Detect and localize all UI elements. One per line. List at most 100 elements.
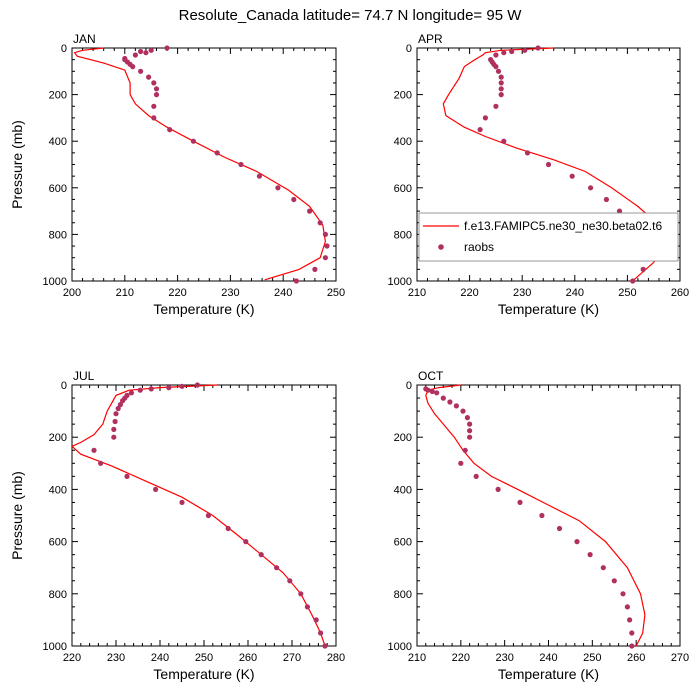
panel-oct-obs-point (467, 421, 473, 427)
panel-apr-xtick-label: 260 (671, 287, 689, 299)
panel-jul-obs-point (148, 386, 154, 392)
panel-apr-ytick-label: 800 (394, 229, 412, 241)
panel-jul-ytick-label: 600 (49, 537, 67, 549)
legend-obs-label: raobs (464, 240, 494, 254)
panel-jul-obs-point (225, 525, 231, 532)
panel-jul-obs-point (91, 447, 97, 453)
panel-apr-obs-point (498, 86, 504, 92)
panel-jan-label: JAN (73, 32, 96, 46)
panel-jan-obs-point (151, 103, 157, 109)
panel-apr-obs-point (498, 74, 504, 80)
panel-jan-obs-point (143, 50, 149, 56)
panel-jul-xtick-label: 260 (239, 652, 257, 664)
panel-jul-frame (71, 384, 337, 647)
panel-jul-obs-point (298, 591, 304, 597)
panel-apr-obs-point (509, 48, 515, 55)
panel-jul-obs-point (274, 565, 280, 571)
panel-oct-obs-point (453, 403, 459, 409)
panel-jan-obs-point (164, 45, 170, 51)
panel-apr-obs-point (545, 161, 552, 168)
panel-jan-xlabel: Temperature (K) (153, 301, 254, 317)
panel-oct-obs-point (627, 617, 633, 623)
panel-jul-obs-point (194, 382, 200, 388)
panel-jan: 200 210 220 230 240 250 0 200 400 600 800 1000 JAN Te… (9, 32, 345, 317)
panel-oct-obs-point (600, 565, 606, 571)
panel-jan-obs-point (146, 74, 152, 80)
panel-jul-xtick-label: 250 (195, 652, 213, 664)
panel-apr-obs-point (569, 173, 575, 179)
panel-jan-ytick-label: 400 (49, 136, 67, 148)
panel-jan-xtick-label: 200 (63, 287, 81, 299)
panel-apr-obs-point (522, 47, 528, 53)
panel-oct-ytick-label: 0 (406, 380, 412, 392)
panel-jan-obs-point (151, 80, 157, 86)
panel-apr-obs-point (535, 45, 541, 51)
panel-jul-obs-point (313, 617, 319, 623)
panel-apr-obs-point (495, 68, 502, 74)
panel-oct-obs-point (624, 604, 631, 610)
panel-apr-obs-point (498, 80, 504, 86)
panel-jan-obs-point (324, 243, 330, 249)
panel-jul-obs-point (179, 383, 185, 389)
panel-apr-obs-point (524, 150, 531, 156)
panel-apr-xtick-label: 240 (566, 287, 584, 299)
panel-jan-ytick-label: 1000 (43, 276, 67, 288)
legend-obs-swatch (438, 244, 444, 250)
panel-jul-obs-point (98, 460, 104, 466)
panel-jan-ytick-label: 0 (61, 43, 67, 55)
panel-jan-ytick-label: 800 (49, 229, 67, 241)
panel-oct-obs-point (539, 512, 545, 519)
panel-jan-xtick-label: 210 (116, 287, 134, 299)
panel-jan-obs-point (148, 47, 154, 53)
panel-oct-obs-point (629, 630, 635, 636)
panel-jan-xtick-label: 220 (168, 287, 186, 299)
panel-apr-obs-point (493, 52, 499, 58)
panel-oct: 210 220 230 240 250 260 270 0 200 400 600 800 1000 OC… (388, 369, 690, 682)
panel-oct-ytick-label: 400 (394, 484, 412, 496)
panel-apr-ytick-label: 200 (394, 90, 412, 102)
panel-oct-xtick-label: 240 (539, 652, 557, 664)
panel-oct-obs-point (587, 552, 593, 558)
panel-jul-obs-point (153, 486, 159, 492)
panel-jan-ylabel: Pressure (mb) (9, 120, 25, 209)
panel-oct-xtick-label: 250 (583, 652, 601, 664)
panel-apr-obs-point (630, 278, 636, 284)
panel-oct-xtick-label: 230 (495, 652, 513, 664)
panel-jul-xtick-label: 220 (63, 652, 81, 664)
panel-oct-obs-point (517, 499, 523, 505)
panel-jul-ytick-label: 800 (49, 589, 67, 601)
panel-oct-obs-point (434, 390, 440, 396)
panel-apr-obs-point (616, 208, 623, 214)
panel-jul-obs-point (179, 499, 185, 505)
panel-oct-obs-point (447, 399, 453, 405)
panel-oct-model-line (425, 384, 646, 647)
panel-oct-xtick-label: 210 (408, 652, 426, 664)
panel-oct-obs-point (467, 428, 473, 434)
panel-jul-obs-point (137, 387, 143, 393)
panel-jul-xtick-label: 240 (151, 652, 169, 664)
panel-jul-obs-point (111, 434, 117, 440)
panel-jan-obs-point (256, 173, 262, 179)
panel-jan-obs-point (167, 127, 173, 133)
panel-apr-label: APR (418, 32, 443, 46)
panel-jul-xlabel: Temperature (K) (153, 666, 254, 682)
panel-jan-obs-point (138, 48, 144, 55)
panel-jul-obs-point (304, 604, 310, 610)
panel-apr-obs-point (477, 127, 483, 133)
panel-oct-xtick-label: 220 (452, 652, 470, 664)
panel-oct-obs-point (425, 387, 431, 393)
panel-jan-obs-point (132, 52, 138, 58)
panel-apr-obs-point (482, 115, 488, 121)
panel-oct-ytick-label: 600 (394, 537, 412, 549)
panel-jul-obs-point (113, 411, 119, 417)
panel-jul-obs-point (120, 398, 126, 404)
panel-jan-obs-point (214, 150, 220, 156)
panel-apr-obs-point (588, 185, 594, 191)
panel-oct-obs-point (429, 388, 435, 395)
panel-oct-obs-point (620, 591, 626, 597)
panel-jul-ytick-label: 200 (49, 432, 67, 444)
panel-jul-ylabel: Pressure (mb) (9, 471, 25, 560)
panel-apr-ytick-label: 1000 (388, 276, 412, 288)
panel-jul-xtick-label: 270 (283, 652, 301, 664)
